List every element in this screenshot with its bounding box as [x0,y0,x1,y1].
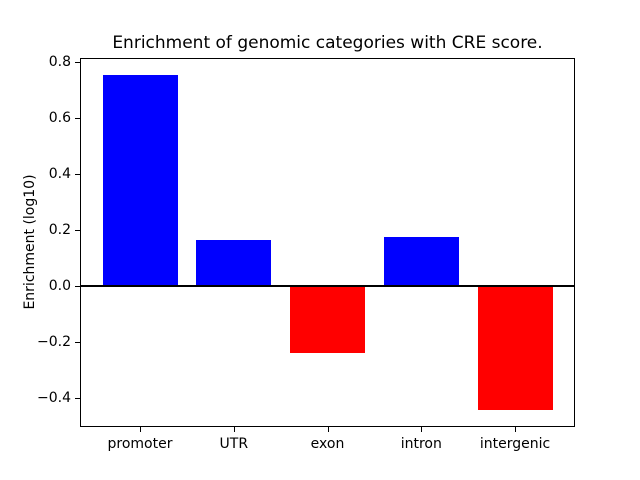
x-tick-mark [234,427,235,432]
x-tick-label: UTR [219,436,249,452]
bar-exon [290,286,365,354]
y-tick-mark [75,118,80,119]
bar-intergenic [477,286,553,411]
y-tick-label: 0.6 [48,110,71,127]
y-tick-mark [75,230,80,231]
y-tick-mark [75,286,80,287]
y-tick-label: 0.8 [48,54,71,71]
bar-UTR [196,239,272,287]
x-tick-label: promoter [107,436,173,452]
y-tick-label: 0.2 [48,222,71,239]
x-tick-mark [515,427,516,432]
x-tick-label: intergenic [479,436,551,452]
plot-area [80,58,575,427]
x-tick-label: intron [400,436,442,452]
x-tick-mark [140,427,141,432]
x-tick-mark [421,427,422,432]
y-tick-mark [75,174,80,175]
zero-line [80,285,575,288]
bar-intron [383,237,459,287]
x-tick-mark [328,427,329,432]
y-tick-mark [75,62,80,63]
y-tick-mark [75,398,80,399]
y-tick-label: −0.2 [37,334,71,351]
y-tick-label: −0.4 [37,390,71,407]
x-tick-label: exon [310,436,345,452]
bar-promoter [102,74,178,287]
chart-title: Enrichment of genomic categories with CR… [112,33,543,53]
y-tick-label: 0.0 [48,278,71,295]
y-tick-label: 0.4 [48,166,71,183]
y-tick-mark [75,342,80,343]
